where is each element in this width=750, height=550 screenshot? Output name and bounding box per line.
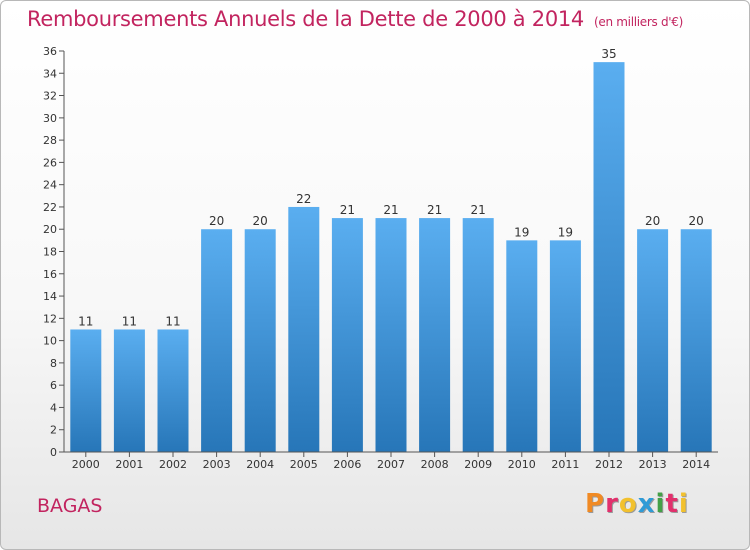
bar-2001 <box>113 329 145 452</box>
chart-title-text: Remboursements Annuels de la Dette de 20… <box>27 7 584 31</box>
bars: 11 11 11 20 20 22 21 21 21 21 19 19 35 20 20 <box>70 47 712 453</box>
bar-2006 <box>331 218 363 452</box>
bar-2008 <box>419 218 451 452</box>
x-tick-label: 2000 <box>72 458 100 471</box>
x-tick-label: 2011 <box>551 458 579 471</box>
bar-value-label: 21 <box>471 203 486 217</box>
y-tick-label: 36 <box>43 45 57 58</box>
y-tick-label: 24 <box>43 179 57 192</box>
bar-2000 <box>70 329 102 452</box>
y-tick-label: 32 <box>43 90 57 103</box>
bar-2002 <box>157 329 189 452</box>
logo-letter: i <box>678 489 689 519</box>
x-tick-label: 2003 <box>203 458 231 471</box>
bar-value-label: 20 <box>209 214 224 228</box>
bar-value-label: 19 <box>514 225 529 239</box>
y-tick-label: 26 <box>43 156 57 169</box>
x-axis: 2000 2001 2002 2003 2004 2005 2006 2007 2008 2009… <box>64 451 718 471</box>
bar-value-label: 20 <box>689 214 704 228</box>
logo-letter: r <box>605 489 619 519</box>
bar-value-label: 20 <box>253 214 268 228</box>
bar-2004 <box>244 229 276 452</box>
bar-2005 <box>288 206 320 452</box>
commune-name: BAGAS <box>37 495 103 517</box>
bar-2014 <box>680 229 712 452</box>
bar-value-label: 22 <box>296 192 311 206</box>
x-tick-label: 2010 <box>508 458 536 471</box>
x-tick-label: 2007 <box>377 458 405 471</box>
logo-letter: t <box>665 489 679 519</box>
bar-value-label: 20 <box>645 214 660 228</box>
x-tick-label: 2006 <box>333 458 361 471</box>
proxiti-logo: Proxiti <box>585 489 689 519</box>
bar-value-label: 21 <box>383 203 398 217</box>
bar-value-label: 21 <box>340 203 355 217</box>
logo-letter: x <box>637 489 656 519</box>
y-tick-label: 18 <box>43 246 57 259</box>
bar-2007 <box>375 218 407 452</box>
y-tick-label: 14 <box>43 290 57 303</box>
bar-2010 <box>506 240 538 452</box>
x-tick-label: 2005 <box>290 458 318 471</box>
x-tick-label: 2004 <box>246 458 274 471</box>
x-tick-label: 2014 <box>682 458 710 471</box>
chart-unit: (en milliers d'€) <box>594 15 684 29</box>
y-tick-label: 0 <box>50 446 57 459</box>
logo-letter: i <box>655 489 666 519</box>
bar-2009 <box>462 218 494 452</box>
y-tick-label: 8 <box>50 357 57 370</box>
chart-title: Remboursements Annuels de la Dette de 20… <box>27 7 683 31</box>
bar-value-label: 11 <box>122 314 137 328</box>
logo-letter: P <box>585 489 606 519</box>
bar-value-label: 11 <box>165 314 180 328</box>
x-tick-label: 2008 <box>421 458 449 471</box>
bar-value-label: 21 <box>427 203 442 217</box>
x-tick-label: 2001 <box>115 458 143 471</box>
y-tick-label: 20 <box>43 223 57 236</box>
bar-value-label: 35 <box>601 47 616 61</box>
y-tick-label: 2 <box>50 424 57 437</box>
y-tick-label: 22 <box>43 201 57 214</box>
y-tick-label: 28 <box>43 134 57 147</box>
y-tick-label: 16 <box>43 268 57 281</box>
x-tick-label: 2012 <box>595 458 623 471</box>
bar-2012 <box>593 62 625 453</box>
bar-2003 <box>201 229 233 452</box>
x-tick-label: 2013 <box>639 458 667 471</box>
x-tick-label: 2009 <box>464 458 492 471</box>
bar-value-label: 19 <box>558 225 573 239</box>
y-tick-label: 12 <box>43 312 57 325</box>
logo-letter: o <box>618 489 638 519</box>
y-tick-label: 34 <box>43 67 57 80</box>
x-tick-label: 2002 <box>159 458 187 471</box>
y-tick-label: 4 <box>50 401 57 414</box>
y-tick-label: 10 <box>43 335 57 348</box>
bar-value-label: 11 <box>78 314 93 328</box>
bar-2013 <box>637 229 669 452</box>
y-tick-label: 6 <box>50 379 57 392</box>
bar-2011 <box>549 240 581 452</box>
y-tick-label: 30 <box>43 112 57 125</box>
